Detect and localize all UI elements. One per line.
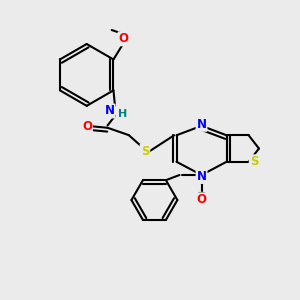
Text: N: N (196, 118, 206, 131)
Text: N: N (105, 104, 115, 118)
Text: O: O (82, 120, 92, 133)
Text: S: S (250, 155, 258, 168)
Text: S: S (141, 145, 149, 158)
Text: N: N (196, 170, 206, 183)
Text: S: S (141, 145, 149, 158)
Text: O: O (196, 193, 206, 206)
Text: H: H (118, 109, 128, 119)
Text: O: O (118, 32, 128, 45)
